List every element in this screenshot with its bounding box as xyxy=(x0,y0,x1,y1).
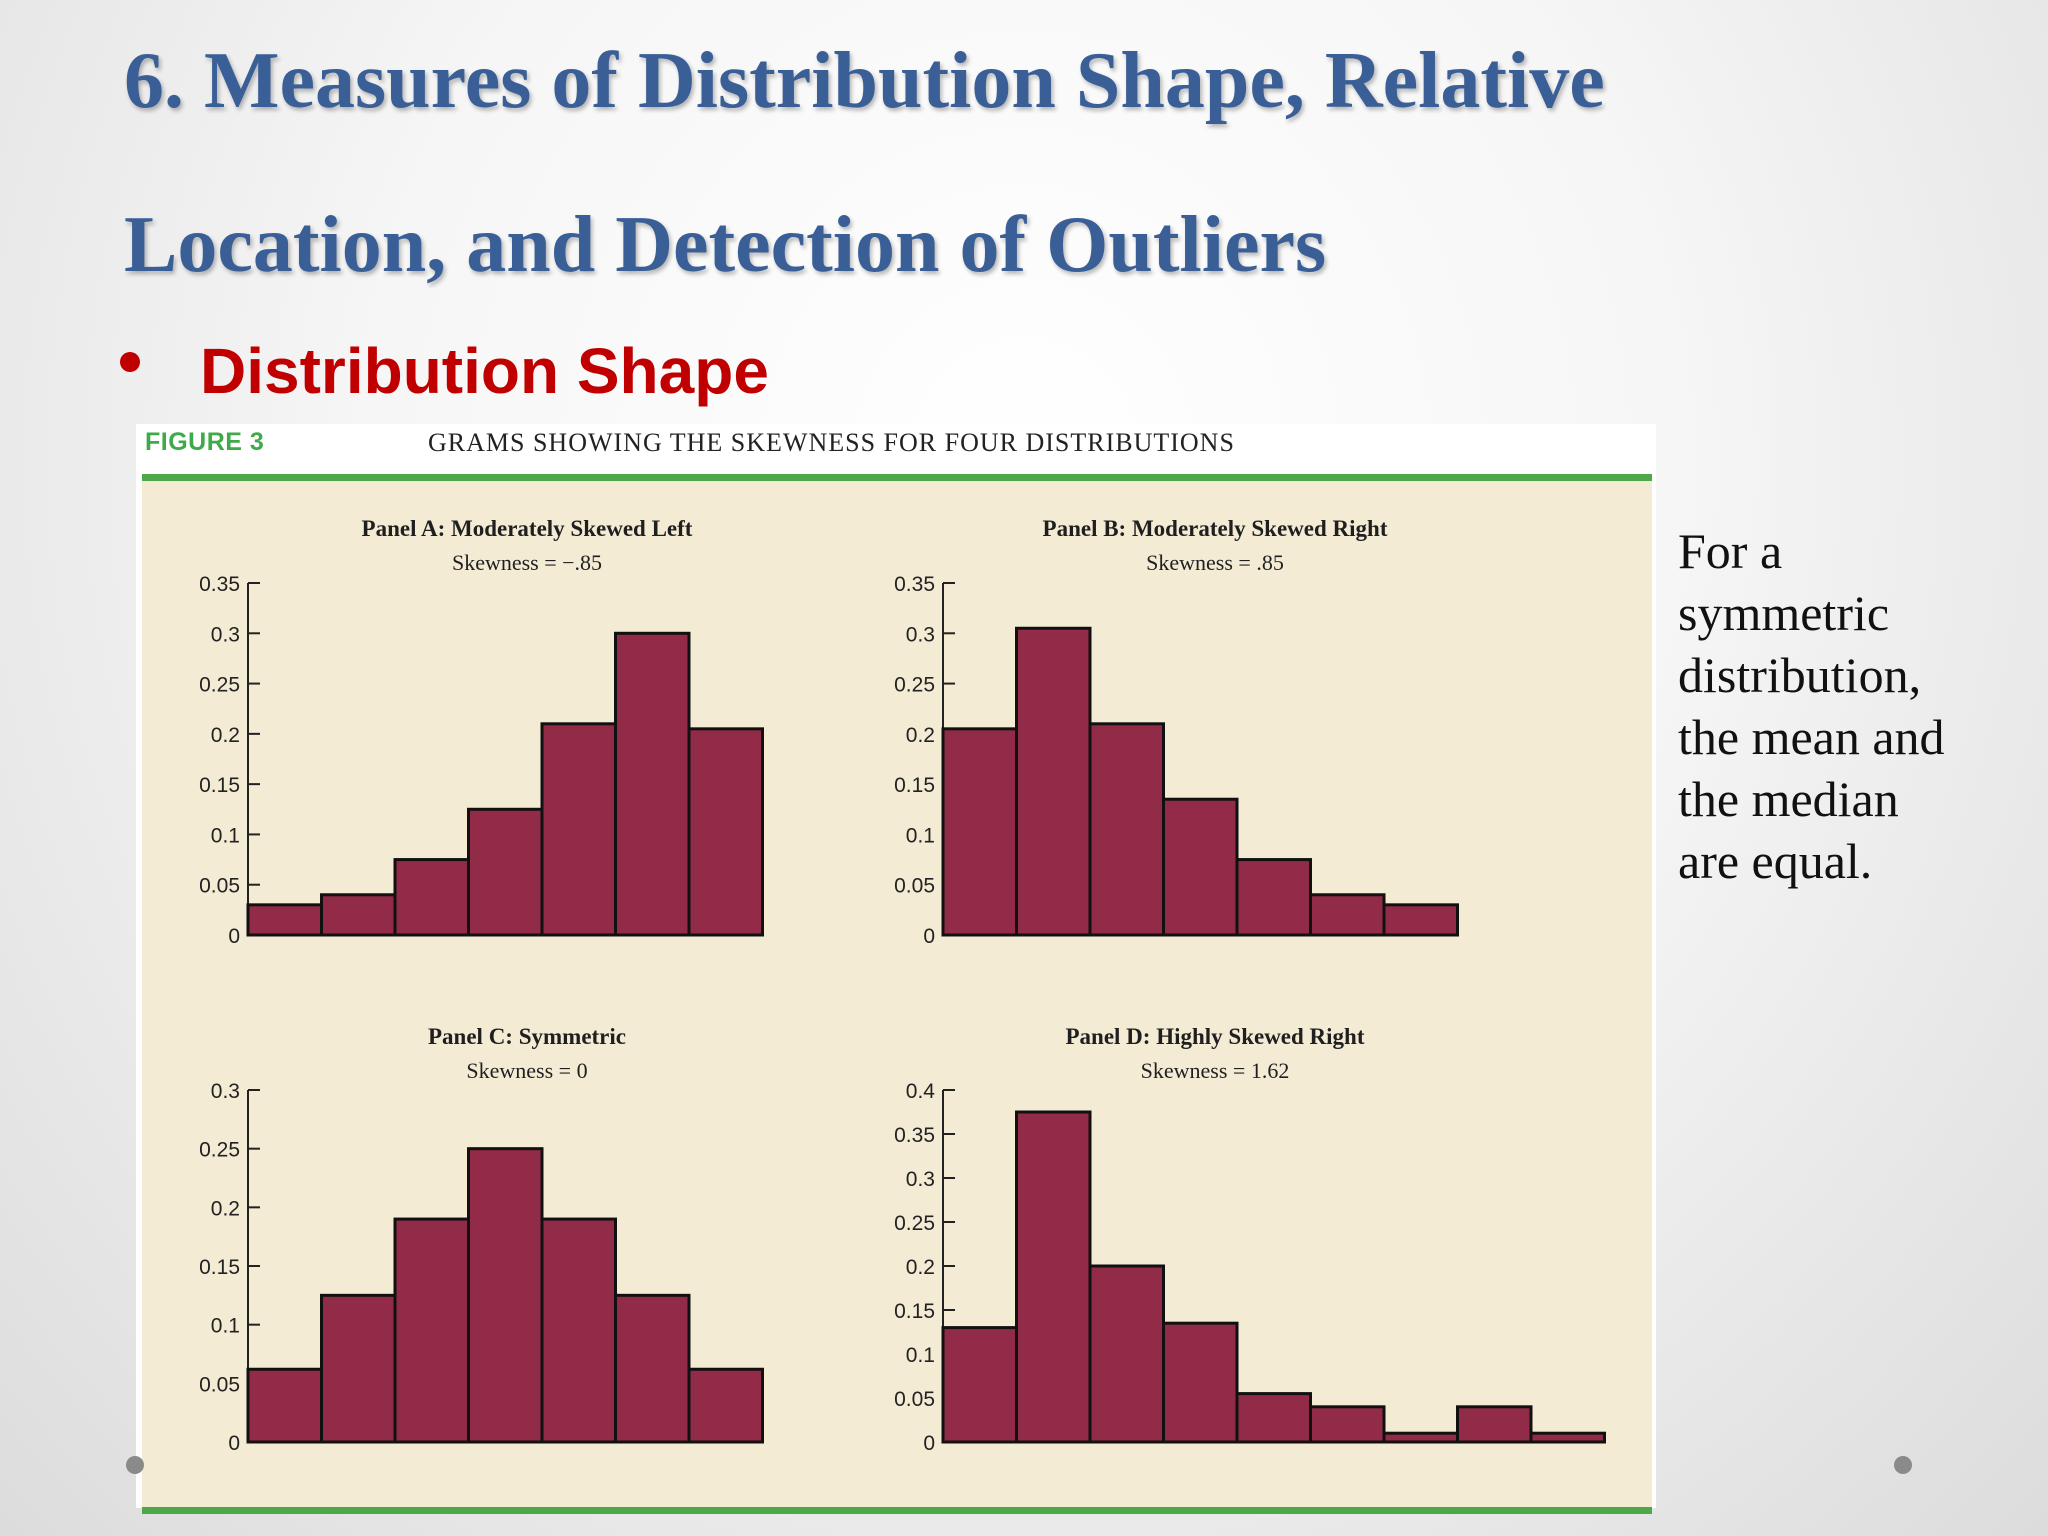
bullet-dot-icon xyxy=(120,352,140,372)
histogram-bar xyxy=(614,1293,691,1444)
y-tick-label: 0.15 xyxy=(199,774,240,797)
panel-title: Panel B: Moderately Skewed Right xyxy=(1043,516,1388,541)
y-tick-label: 0.4 xyxy=(906,1080,936,1103)
histogram-bar xyxy=(1382,903,1459,937)
slide-title-line-2: Location, and Detection of Outliers xyxy=(124,201,1327,289)
figure-caption: GRAMS SHOWING THE SKEWNESS FOR FOUR DIST… xyxy=(428,428,1235,457)
slide-decoration-dot-icon xyxy=(126,1456,144,1474)
y-tick-label: 0.3 xyxy=(211,1080,240,1103)
histogram-bar xyxy=(393,858,470,937)
histogram-bar xyxy=(1382,1431,1459,1444)
slide-title-line-1: 6. Measures of Distribution Shape, Relat… xyxy=(124,37,1605,125)
side-note-line: the median xyxy=(1678,771,1899,827)
y-tick-label: 0.15 xyxy=(894,774,935,797)
y-tick-label: 0.1 xyxy=(211,1315,240,1338)
panel-title: Panel A: Moderately Skewed Left xyxy=(362,516,693,541)
side-note-line: symmetric xyxy=(1678,585,1890,641)
histogram-bar xyxy=(467,807,544,937)
histogram-bar xyxy=(540,1217,617,1444)
histogram-bar xyxy=(393,1217,470,1444)
panel-subtitle: Skewness = 0 xyxy=(466,1058,587,1083)
y-tick-label: 0.05 xyxy=(199,875,240,898)
y-tick-label: 0.05 xyxy=(199,1373,240,1396)
histogram-bar xyxy=(1235,858,1312,937)
y-tick-label: 0.05 xyxy=(894,1388,935,1411)
y-tick-label: 0.05 xyxy=(894,875,935,898)
histogram-bar xyxy=(246,903,323,937)
y-tick-label: 0.15 xyxy=(894,1300,935,1323)
histogram-bar xyxy=(1088,722,1165,937)
y-tick-label: 0 xyxy=(228,925,240,948)
histogram-panels: Panel A: Moderately Skewed Left Skewness … xyxy=(199,516,1606,1455)
y-tick-label: 0.2 xyxy=(906,724,935,747)
side-note: For a symmetric distribution, the mean a… xyxy=(1678,520,2018,892)
y-tick-label: 0.15 xyxy=(199,1256,240,1279)
histogram-bar xyxy=(246,1367,323,1444)
panel-subtitle: Skewness = .85 xyxy=(1146,550,1284,575)
histogram-bar xyxy=(687,1367,764,1444)
histogram-bar xyxy=(320,893,397,937)
bullet-heading: Distribution Shape xyxy=(200,335,769,407)
histogram-bar xyxy=(687,727,764,937)
y-tick-label: 0.3 xyxy=(906,623,935,646)
y-tick-label: 0.1 xyxy=(211,824,240,847)
panel-title: Panel D: Highly Skewed Right xyxy=(1065,1024,1364,1049)
panel-subtitle: Skewness = 1.62 xyxy=(1141,1058,1290,1083)
histogram-panel: Panel B: Moderately Skewed Right Skewness… xyxy=(894,516,1459,948)
side-note-line: For a xyxy=(1678,523,1783,579)
y-tick-label: 0.1 xyxy=(906,824,935,847)
y-tick-label: 0.35 xyxy=(199,573,240,596)
y-tick-label: 0.25 xyxy=(894,1212,935,1235)
y-tick-label: 0 xyxy=(228,1432,240,1455)
y-tick-label: 0 xyxy=(923,925,935,948)
histogram-bar xyxy=(1309,1405,1386,1444)
histogram-bar xyxy=(1015,1110,1092,1444)
histogram-bar xyxy=(1529,1431,1606,1444)
y-tick-label: 0.25 xyxy=(199,1139,240,1162)
histogram-panel: Panel D: Highly Skewed Right Skewness = 1… xyxy=(894,1024,1606,1455)
panel-subtitle: Skewness = −.85 xyxy=(452,550,602,575)
histogram-bar xyxy=(1015,626,1092,937)
side-note-line: distribution, xyxy=(1678,647,1922,703)
side-note-line: the mean and xyxy=(1678,709,1945,765)
y-tick-label: 0.25 xyxy=(199,674,240,697)
y-tick-label: 0 xyxy=(923,1432,935,1455)
histogram-bar xyxy=(320,1293,397,1444)
histogram-bar xyxy=(540,722,617,937)
y-tick-label: 0.3 xyxy=(906,1168,935,1191)
y-tick-label: 0.2 xyxy=(906,1256,935,1279)
histogram-panel: Panel C: Symmetric Skewness = 0 0 0.05 0.1 0.… xyxy=(199,1024,764,1455)
y-tick-label: 0.35 xyxy=(894,573,935,596)
histogram-bar xyxy=(1162,1321,1239,1444)
histogram-bar xyxy=(1235,1392,1312,1444)
panel-title: Panel C: Symmetric xyxy=(428,1024,626,1049)
y-tick-label: 0.3 xyxy=(211,623,240,646)
histogram-bar xyxy=(941,1326,1018,1444)
histogram-bar xyxy=(1309,893,1386,937)
histogram-bar xyxy=(1456,1405,1533,1444)
slide-decoration-dot-icon xyxy=(1894,1456,1912,1474)
histogram-bar xyxy=(1162,797,1239,937)
y-tick-label: 0.35 xyxy=(894,1124,935,1147)
y-tick-label: 0.2 xyxy=(211,1197,240,1220)
y-tick-label: 0.25 xyxy=(894,674,935,697)
figure-label: FIGURE 3 xyxy=(145,428,265,456)
histogram-bar xyxy=(941,727,1018,937)
histogram-bar xyxy=(614,631,691,937)
y-tick-label: 0.1 xyxy=(906,1344,935,1367)
histogram-bar xyxy=(467,1147,544,1444)
histogram-bar xyxy=(1088,1264,1165,1444)
y-tick-label: 0.2 xyxy=(211,724,240,747)
histogram-panel: Panel A: Moderately Skewed Left Skewness … xyxy=(199,516,764,948)
side-note-line: are equal. xyxy=(1678,833,1873,889)
